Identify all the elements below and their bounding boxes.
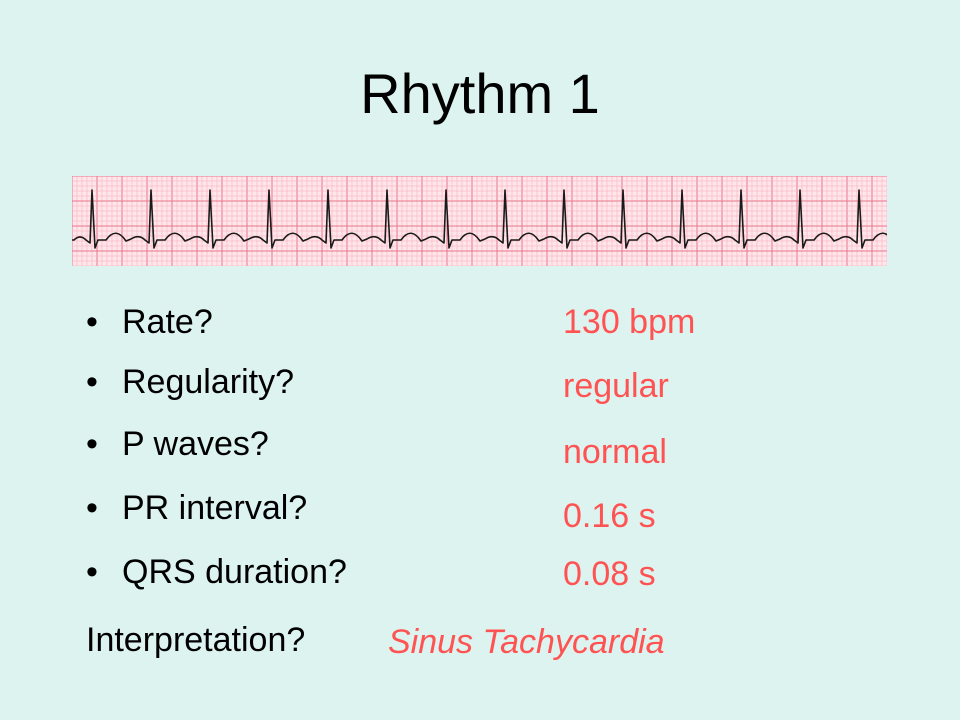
answer-regularity: regular <box>563 367 669 405</box>
question-label: Regularity? <box>122 363 294 401</box>
bullet: • <box>86 363 98 401</box>
ecg-trace <box>72 189 887 249</box>
bullet: • <box>86 489 98 527</box>
bullet: • <box>86 303 98 341</box>
interpretation-answer: Sinus Tachycardia <box>388 623 665 661</box>
answer-pr-interval: 0.16 s <box>563 497 656 535</box>
ecg-strip <box>72 176 887 266</box>
interpretation-label: Interpretation? <box>86 621 306 659</box>
answer-p-waves: normal <box>563 433 667 471</box>
answer-rate: 130 bpm <box>563 303 696 341</box>
ecg-rhythm-strip-graphic <box>72 176 887 266</box>
question-label: PR interval? <box>122 489 308 527</box>
bullet: • <box>86 553 98 591</box>
slide-title: Rhythm 1 <box>360 62 600 125</box>
question-label: Rate? <box>122 303 213 341</box>
ecg-grid <box>72 176 887 266</box>
bullet: • <box>86 425 98 463</box>
answer-qrs-duration: 0.08 s <box>563 555 656 593</box>
question-label: P waves? <box>122 425 269 463</box>
question-label: QRS duration? <box>122 553 347 591</box>
